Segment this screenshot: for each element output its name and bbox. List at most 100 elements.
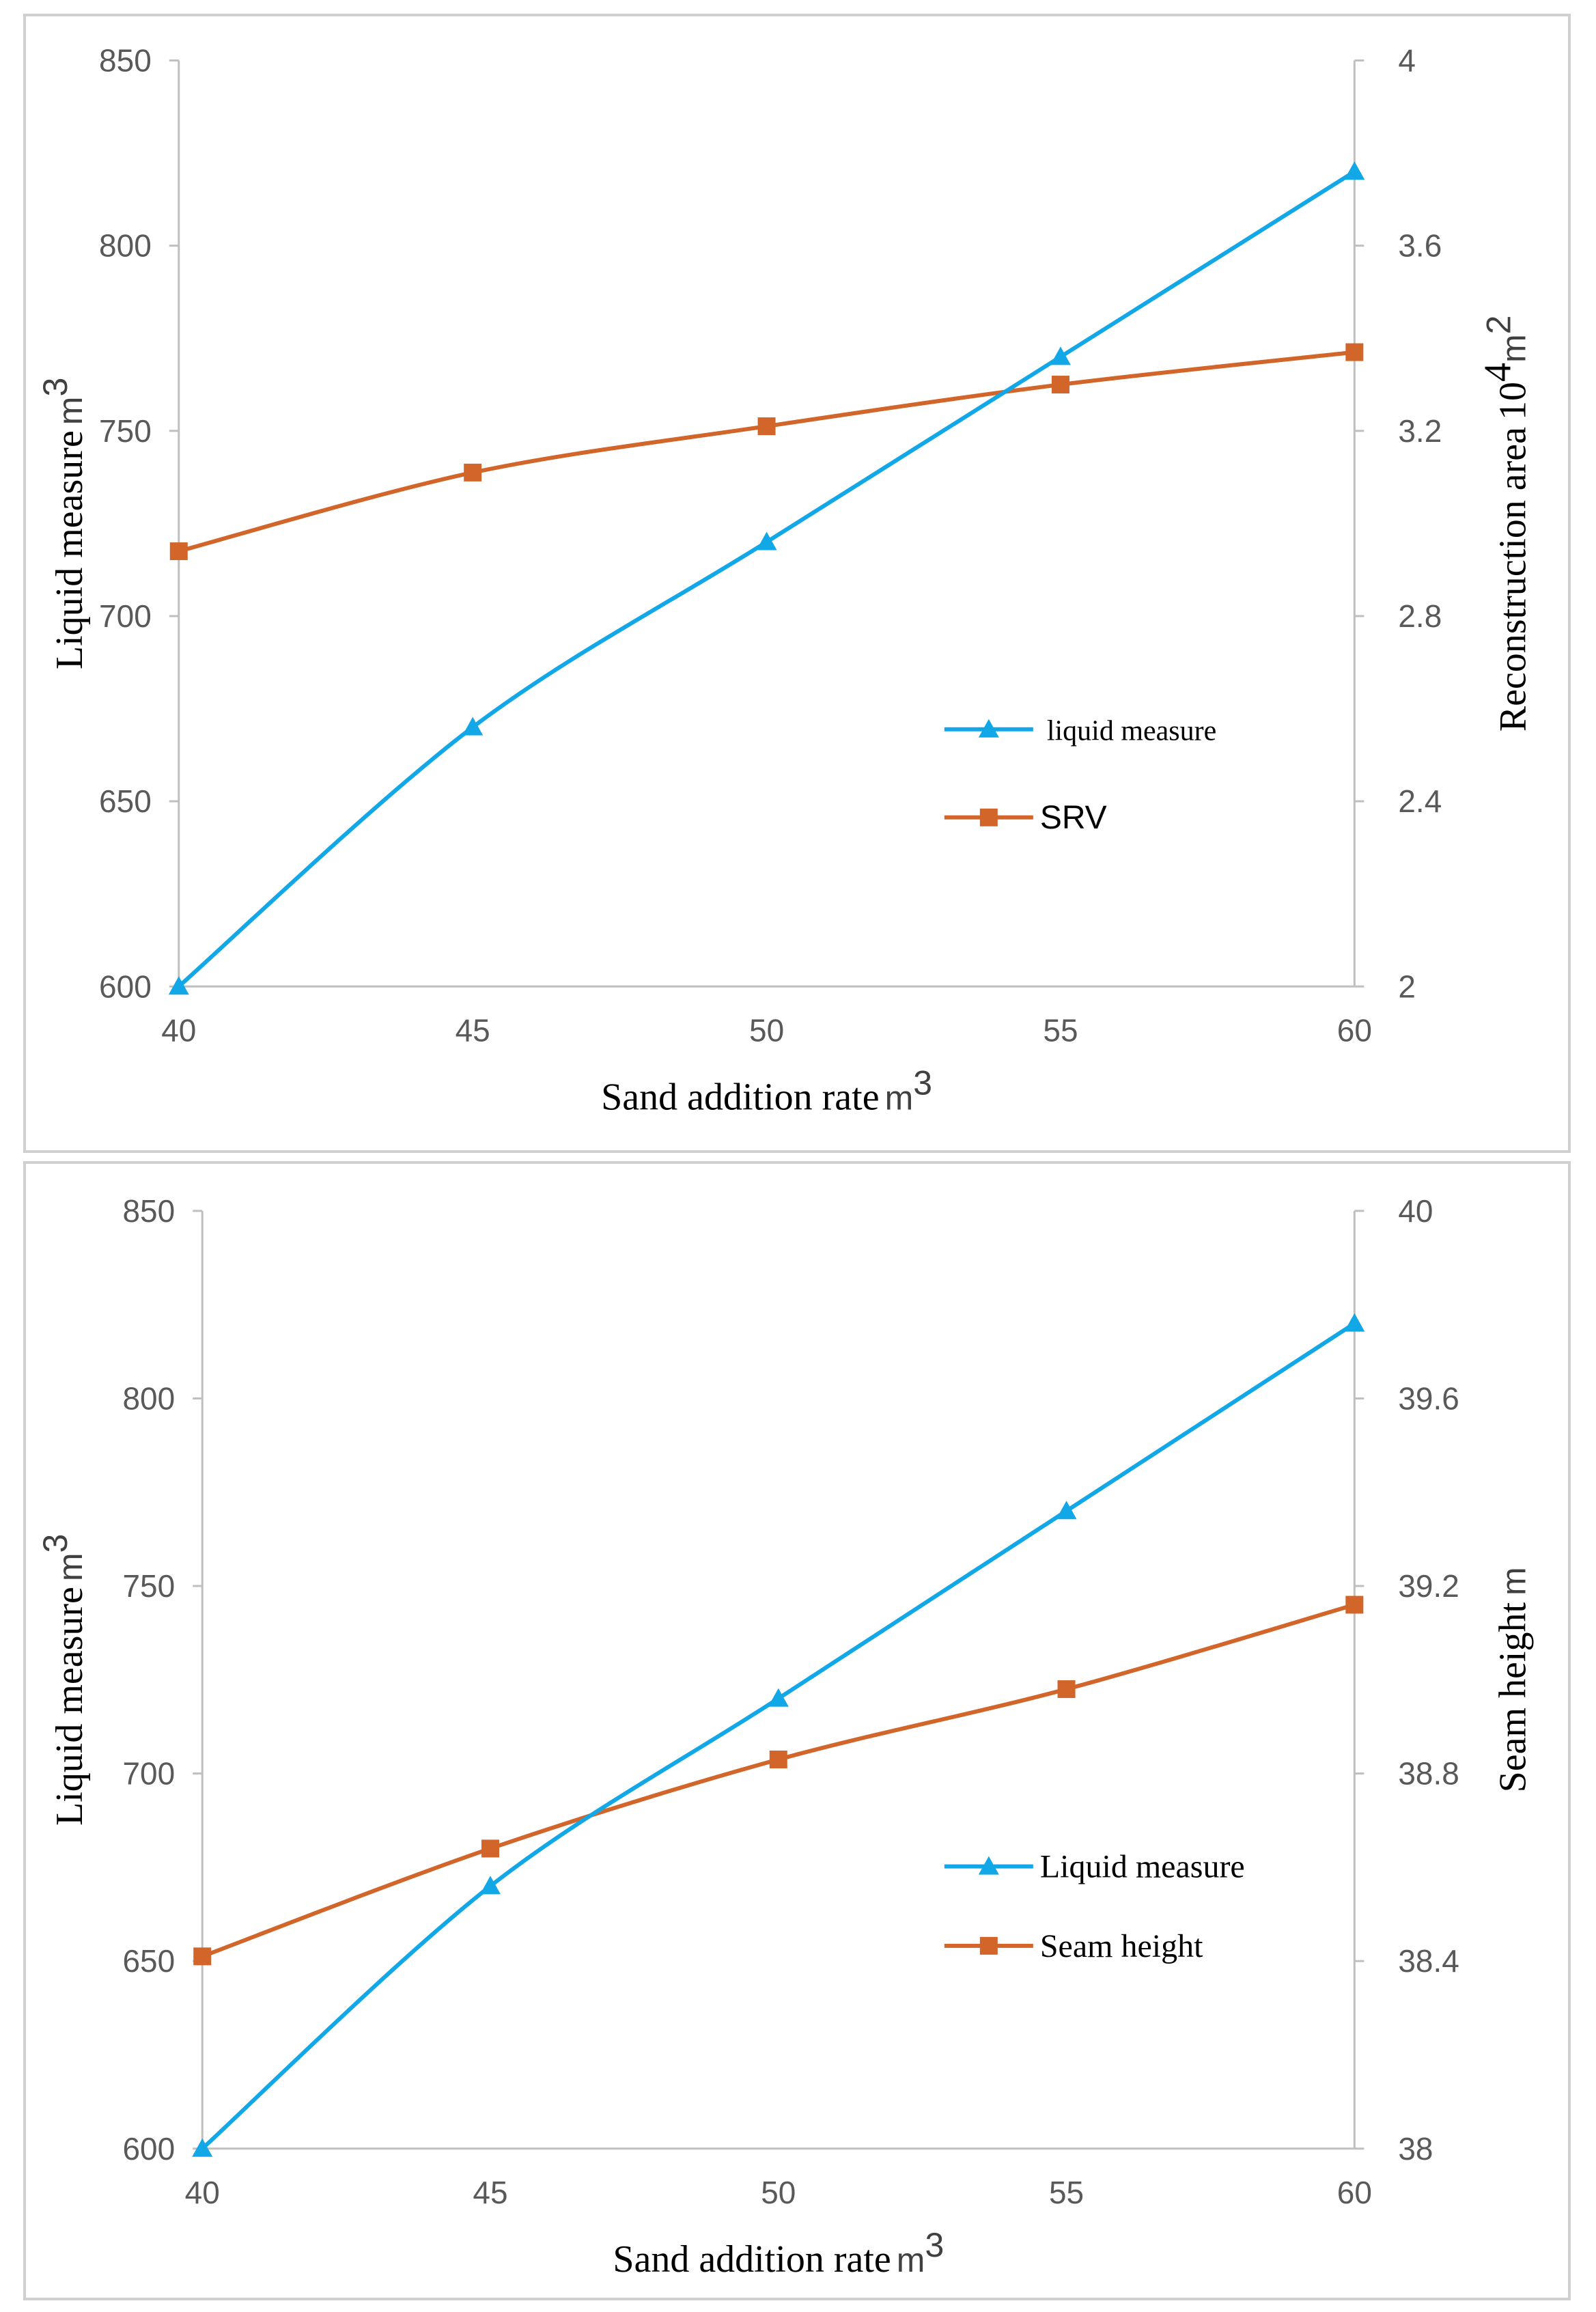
left-tick-label: 850 — [99, 43, 152, 79]
left-tick-label: 750 — [99, 413, 152, 449]
right-tick-label: 2 — [1398, 969, 1416, 1004]
right-tick-label: 39.6 — [1398, 1380, 1459, 1416]
x-axis-unit-sup: 3 — [913, 1063, 932, 1102]
ticks-group: 600 650 700 750 800 850 38 38.4 38.8 39.2 39.6 40 40… — [122, 1193, 1459, 2210]
series-line-liquid-measure — [177, 169, 1356, 988]
legend: liquid measure SRV — [944, 716, 1216, 836]
x-axis-unit: m — [897, 2241, 925, 2279]
chart-panel-seam: 600 650 700 750 800 850 38 38.4 38.8 39.2 39.6 40 40… — [23, 1161, 1571, 2300]
left-tick-label: 800 — [122, 1380, 175, 1416]
left-y-axis-unit: m — [51, 397, 89, 426]
series-line-liquid-measure — [201, 1322, 1356, 2151]
labels-group: Sand addition rate m3 Liquid measurem3 Reco… — [36, 316, 1534, 1119]
right-tick-label: 2.4 — [1398, 783, 1442, 819]
legend-srv-marker — [979, 808, 998, 826]
legend-liquid-measure-marker — [978, 1856, 999, 1875]
x-tick-label: 40 — [185, 2175, 220, 2210]
x-axis-unit: m — [885, 1078, 914, 1117]
left-y-axis-title: Liquid measurem3 — [36, 378, 91, 669]
right-y-axis-unit-sup2: 2 — [1479, 316, 1517, 335]
data-point-liquid-measure — [480, 1876, 501, 1895]
lines-group — [177, 169, 1356, 988]
right-y-axis-title: Seam heightm — [1492, 1567, 1534, 1792]
data-point-liquid-measure — [1056, 1501, 1077, 1520]
data-point-seam-height — [1057, 1680, 1076, 1699]
data-point-seam-height — [1345, 1596, 1364, 1614]
legend-seam-height-label: Seam height — [1040, 1928, 1203, 1964]
chart-seam: 600 650 700 750 800 850 38 38.4 38.8 39.2 39.6 40 40… — [36, 1193, 1534, 2281]
markers-group — [168, 161, 1365, 995]
legend-liquid-measure-label: Liquid measure — [1040, 1849, 1245, 1885]
right-tick-label: 40 — [1398, 1193, 1433, 1229]
left-tick-label: 800 — [99, 228, 152, 264]
x-axis-title: Sand addition rate m3 — [613, 2226, 944, 2281]
chart-srv: 600 650 700 750 800 850 2 2.4 2.8 3.2 3.6 4 40 45 50 55… — [36, 43, 1534, 1119]
data-point-liquid-measure — [462, 716, 484, 736]
left-y-axis-unit: m — [51, 1552, 89, 1581]
data-point-srv — [464, 463, 482, 482]
left-y-axis-unit-sup: 3 — [36, 378, 74, 397]
x-tick-label: 55 — [1043, 1012, 1078, 1048]
x-tick-label: 45 — [473, 2175, 507, 2210]
data-point-liquid-measure — [168, 976, 189, 995]
right-y-axis-unit-m: m — [1494, 334, 1532, 363]
left-tick-label: 700 — [122, 1756, 175, 1792]
data-point-liquid-measure — [1344, 161, 1365, 180]
x-tick-label: 40 — [161, 1012, 196, 1048]
lines-group — [201, 1322, 1356, 2151]
right-y-axis-unit-sup: 4 — [1476, 363, 1519, 382]
legend-liquid-measure-marker — [978, 719, 999, 738]
right-tick-label: 38.8 — [1398, 1756, 1459, 1792]
axes-group — [178, 60, 1356, 988]
left-tick-label: 750 — [122, 1568, 175, 1604]
data-point-liquid-measure — [192, 2138, 213, 2157]
right-tick-label: 4 — [1398, 43, 1416, 79]
x-axis-title: Sand addition rate m3 — [601, 1063, 932, 1118]
data-point-seam-height — [769, 1751, 787, 1769]
series-line-srv — [178, 350, 1355, 553]
series-line-seam-height — [201, 1602, 1356, 1959]
legend-seam-height-marker — [979, 1936, 998, 1955]
left-tick-label: 700 — [99, 598, 152, 634]
right-tick-label: 39.2 — [1398, 1568, 1459, 1604]
x-tick-label: 45 — [456, 1012, 490, 1048]
x-tick-label: 60 — [1337, 1012, 1372, 1048]
right-tick-label: 3.2 — [1398, 413, 1442, 449]
chart-panel-srv: 600 650 700 750 800 850 2 2.4 2.8 3.2 3.6 4 40 45 50 55… — [23, 14, 1571, 1153]
left-tick-label: 650 — [122, 1943, 175, 1979]
x-tick-label: 55 — [1049, 2175, 1084, 2210]
data-point-seam-height — [193, 1947, 212, 1966]
data-point-liquid-measure — [756, 531, 777, 551]
data-point-liquid-measure — [1344, 1313, 1365, 1332]
x-tick-label: 50 — [749, 1012, 784, 1048]
right-y-axis-unit: m — [1494, 1567, 1532, 1596]
data-point-seam-height — [481, 1839, 500, 1858]
right-tick-label: 2.8 — [1398, 598, 1442, 634]
data-point-liquid-measure — [1050, 346, 1071, 365]
x-tick-label: 50 — [761, 2175, 796, 2210]
right-tick-label: 3.6 — [1398, 228, 1442, 264]
right-tick-label: 38 — [1398, 2131, 1433, 2167]
data-point-srv — [757, 417, 776, 436]
data-point-liquid-measure — [768, 1688, 789, 1707]
legend-liquid-measure-label: liquid measure — [1047, 716, 1216, 747]
left-y-axis-title: Liquid measurem3 — [36, 1534, 91, 1826]
left-y-axis-unit-sup: 3 — [36, 1534, 74, 1553]
data-point-srv — [1051, 376, 1069, 394]
right-tick-label: 38.4 — [1398, 1943, 1459, 1979]
right-y-axis-title: Reconstruction area104m2 — [1476, 316, 1534, 732]
x-tick-label: 60 — [1337, 2175, 1372, 2210]
legend: Liquid measure Seam height — [944, 1849, 1245, 1964]
legend-srv-label: SRV — [1040, 800, 1107, 836]
ticks-group: 600 650 700 750 800 850 2 2.4 2.8 3.2 3.6 4 40 45 50 55… — [99, 43, 1442, 1048]
axes-group — [201, 1210, 1356, 2150]
left-tick-label: 600 — [99, 969, 152, 1004]
data-point-srv — [169, 542, 188, 561]
data-point-srv — [1345, 343, 1364, 361]
right-y-axis-unit: 10 — [1492, 382, 1534, 420]
left-tick-label: 850 — [122, 1193, 175, 1229]
left-tick-label: 650 — [99, 783, 152, 819]
left-tick-label: 600 — [122, 2131, 175, 2167]
markers-group — [192, 1313, 1365, 2157]
